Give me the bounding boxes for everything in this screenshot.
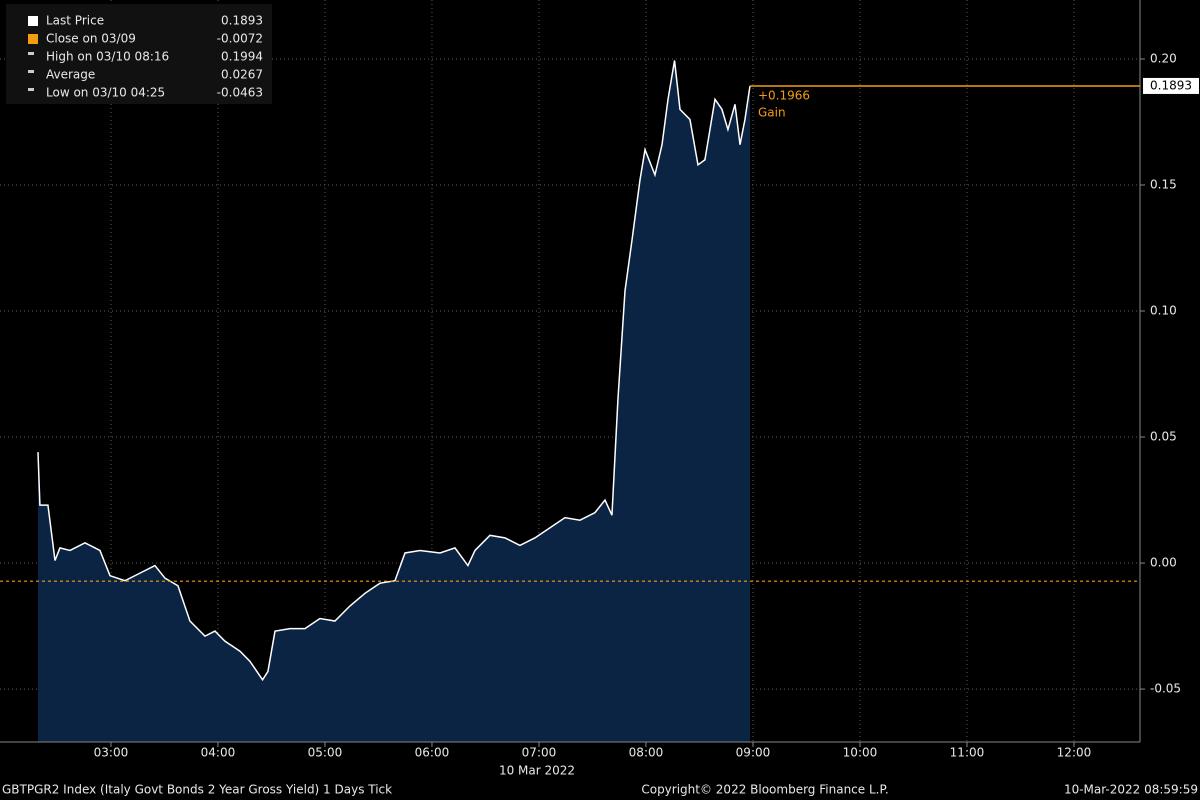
price-line: [37, 60, 751, 682]
x-tick-label: 11:00: [950, 746, 985, 760]
x-tick-label: 06:00: [415, 746, 450, 760]
y-tick-label: 0.00: [1150, 556, 1177, 570]
legend-value: 0.1994: [221, 50, 263, 64]
x-tick-label: 07:00: [522, 746, 557, 760]
plot-area: [0, 0, 1140, 742]
x-tick-label: 03:00: [94, 746, 129, 760]
x-tick-label: 10:00: [843, 746, 878, 760]
x-tick-label: 09:00: [736, 746, 771, 760]
area-fill: [37, 60, 750, 742]
legend-label: High on 03/10 08:16: [46, 50, 169, 64]
gain-label: Gain: [758, 105, 786, 119]
footer-copyright: Copyright© 2022 Bloomberg Finance L.P.: [641, 783, 888, 797]
legend-swatch: [28, 16, 38, 26]
y-tick-label: -0.05: [1150, 682, 1181, 696]
x-tick-label: 08:00: [629, 746, 664, 760]
last-price-tag-text: 0.1893: [1150, 78, 1192, 92]
legend-label: Low on 03/10 04:25: [46, 86, 165, 100]
legend-value: -0.0463: [217, 86, 263, 100]
footer-description: GBTPGR2 Index (Italy Govt Bonds 2 Year G…: [2, 783, 392, 797]
x-axis-label: 10 Mar 2022: [499, 764, 575, 778]
x-tick-label: 05:00: [308, 746, 343, 760]
gain-value: +0.1966: [758, 88, 810, 102]
legend-box: [6, 4, 272, 104]
x-tick-label: 12:00: [1057, 746, 1092, 760]
last-price-tag: [1143, 77, 1199, 94]
legend-swatch: [28, 88, 34, 91]
legend-label: Average: [46, 68, 95, 82]
legend-label: Last Price: [46, 14, 104, 28]
legend-value: -0.0072: [217, 32, 263, 46]
y-tick-label: 0.05: [1150, 430, 1177, 444]
legend-label: Close on 03/09: [46, 32, 136, 46]
legend-value: 0.0267: [221, 68, 263, 82]
y-tick-label: 0.20: [1150, 51, 1177, 65]
footer-timestamp: 10-Mar-2022 08:59:59: [1064, 783, 1198, 797]
y-tick-label: 0.15: [1150, 177, 1177, 191]
legend-swatch: [28, 70, 34, 73]
legend-swatch: [28, 34, 38, 44]
x-tick-label: 04:00: [201, 746, 236, 760]
legend-value: 0.1893: [221, 14, 263, 28]
y-tick-label: 0.10: [1150, 304, 1177, 318]
legend-swatch: [28, 52, 34, 55]
